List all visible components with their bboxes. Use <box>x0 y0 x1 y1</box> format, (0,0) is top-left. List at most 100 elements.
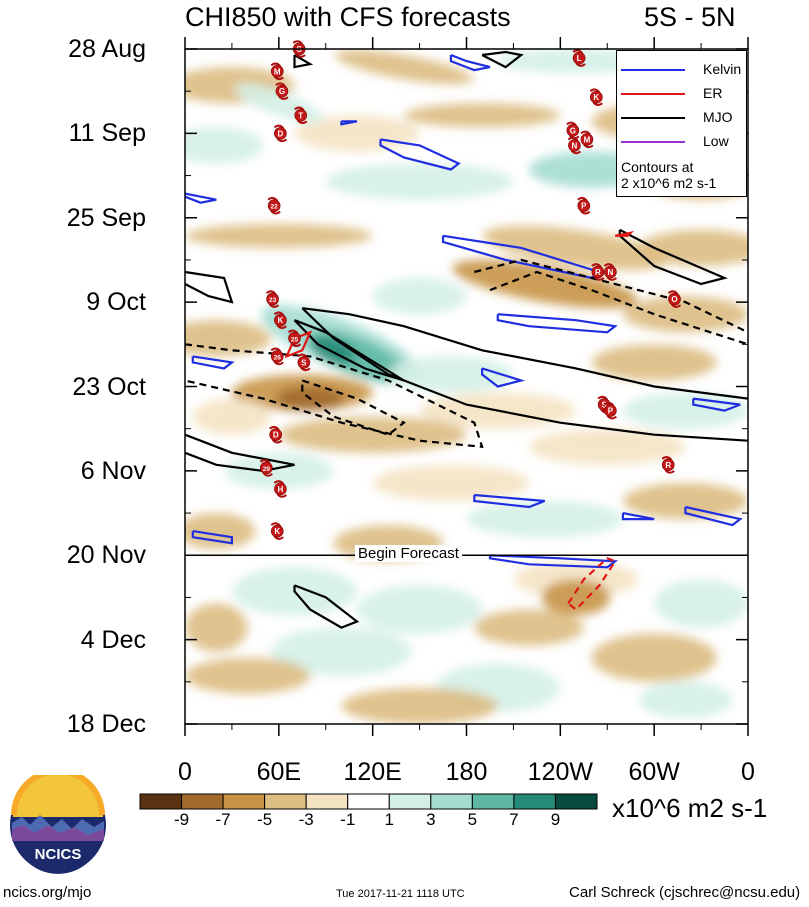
wave-contour <box>692 397 741 412</box>
shading-blob <box>591 633 717 682</box>
storm-label: T <box>298 111 303 120</box>
storm-label: K <box>274 527 280 536</box>
shading-blob <box>591 344 717 381</box>
storm-marker: R <box>591 263 605 281</box>
wave-contour <box>473 493 546 509</box>
low-swatch <box>621 141 685 143</box>
legend-kelvin-label: Kelvin <box>703 61 742 77</box>
colorbar-swatch <box>305 793 349 810</box>
wave-contour <box>185 192 217 204</box>
storm-marker: G <box>275 82 289 100</box>
x-tick-label: 60W <box>628 758 680 786</box>
colorbar-swatch <box>513 793 556 810</box>
legend-mjo-label: MJO <box>703 109 733 125</box>
y-tick-label: 4 Dec <box>80 625 146 654</box>
wave-contour <box>614 231 635 237</box>
storm-label: K <box>593 93 599 102</box>
storm-label: S <box>301 358 307 367</box>
x-tick-label: 0 <box>178 758 192 786</box>
colorbar-swatch <box>347 793 390 810</box>
wave-contour <box>488 554 619 569</box>
x-tick-label: 120W <box>527 758 593 786</box>
logo-text: NCICS <box>35 846 82 863</box>
legend-low-label: Low <box>703 133 729 149</box>
legend-er-label: ER <box>703 85 723 101</box>
shading-blob <box>513 561 639 598</box>
wave-contour <box>481 50 524 69</box>
storm-label: D <box>273 431 279 440</box>
colorbar-label: 1 <box>384 810 394 829</box>
storm-marker: 29 <box>259 459 273 477</box>
storm-label: 23 <box>269 297 277 304</box>
storm-marker: N <box>603 263 618 281</box>
shading-blob <box>185 657 311 694</box>
colorbar-swatch <box>471 793 515 810</box>
colorbar <box>139 793 598 810</box>
wave-contour <box>284 330 313 359</box>
wave-contour <box>293 319 405 382</box>
wave-contour <box>489 270 748 346</box>
shading-blob <box>622 482 748 520</box>
storm-marker: S <box>297 353 311 372</box>
storm-marker: 23 <box>265 290 280 308</box>
shading-blob <box>185 127 264 164</box>
shading-blob <box>638 681 733 718</box>
chart-region: 5S - 5N <box>644 2 736 32</box>
y-tick-label: 11 Sep <box>68 119 146 148</box>
wave-contour <box>684 505 743 527</box>
wave-contour <box>185 343 484 449</box>
storm-marker: D <box>273 124 288 143</box>
y-tick-label: 28 Aug <box>68 35 146 63</box>
storm-label: O <box>671 295 677 304</box>
ncics-logo: NCICS <box>10 775 106 874</box>
storm-label: 25 <box>291 336 299 343</box>
x-tick-label: 60E <box>256 758 302 786</box>
shading-blob <box>294 115 420 152</box>
storm-marker: 26 <box>270 347 284 366</box>
er-swatch <box>621 93 685 95</box>
contour-note-line1: Contours at <box>621 159 694 175</box>
storm-label: S <box>601 401 607 410</box>
wave-contour <box>449 53 491 72</box>
colorbar-swatch <box>222 793 266 810</box>
storm-label: M <box>274 67 281 76</box>
storm-label: R <box>595 268 601 277</box>
shading-blob <box>483 225 669 271</box>
storm-label: K <box>278 316 284 325</box>
wave-contour <box>185 270 234 304</box>
legend-kelvin: Kelvin <box>621 61 743 77</box>
wave-contour <box>474 258 748 334</box>
storm-label: H <box>278 485 284 494</box>
storm-marker: 22 <box>267 196 281 215</box>
y-tick-label: 23 Oct <box>72 372 146 401</box>
footer-timestamp: Tue 2017-11-21 1118 UTC <box>336 888 465 900</box>
x-tick-label: 180 <box>445 758 488 786</box>
colorbar-swatch <box>181 793 224 810</box>
wave-contour <box>191 530 233 545</box>
shading-blob <box>357 585 483 634</box>
storm-label: 29 <box>263 466 271 473</box>
shading-blob <box>474 609 584 646</box>
wave-contour <box>567 557 617 611</box>
wave-contour <box>621 512 655 521</box>
storm-label: R <box>665 461 671 470</box>
colorbar-label: 3 <box>426 810 436 829</box>
footer-site: ncics.org/mjo <box>3 884 92 901</box>
storm-label: N <box>572 141 578 150</box>
chart-title: CHI850 with CFS forecasts <box>185 2 511 32</box>
shading-blob <box>403 103 561 128</box>
storm-marker: O <box>667 290 682 308</box>
wave-contour <box>340 120 358 126</box>
colorbar-label: 5 <box>467 810 478 829</box>
storm-label: G <box>570 126 576 135</box>
storm-label: N <box>607 268 613 277</box>
colorbar-label: -5 <box>257 810 273 829</box>
y-tick-label: 25 Sep <box>66 203 146 232</box>
y-tick-label: 9 Oct <box>86 288 146 317</box>
storm-marker: L <box>572 49 586 67</box>
storm-label: P <box>608 407 614 416</box>
storm-marker: P <box>577 196 591 215</box>
shading-blob <box>372 278 467 315</box>
shading-blob <box>622 296 748 333</box>
contour-note-line2: 2 x10^6 m2 s-1 <box>621 175 717 191</box>
